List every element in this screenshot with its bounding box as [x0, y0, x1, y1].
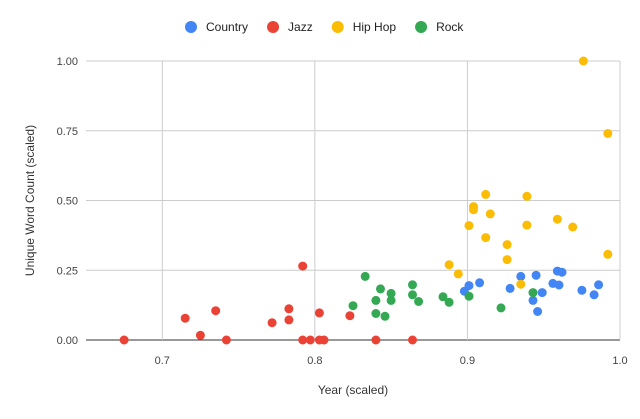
data-point [505, 283, 515, 293]
legend: Country Jazz Hip Hop Rock [185, 20, 464, 34]
x-tick-label: 0.8 [307, 355, 322, 367]
data-point [267, 318, 277, 328]
legend-item-rock[interactable]: Rock [415, 20, 464, 34]
legend-marker [415, 21, 428, 33]
data-points [119, 56, 613, 345]
data-point [578, 56, 588, 66]
y-tick-label: 0.75 [57, 126, 78, 138]
legend-marker [331, 21, 344, 33]
data-point [180, 313, 190, 323]
data-point [528, 288, 538, 298]
data-point [594, 280, 604, 290]
data-point [305, 335, 315, 345]
data-point [568, 222, 578, 232]
data-point [502, 240, 512, 250]
legend-item-jazz[interactable]: Jazz [267, 20, 313, 34]
data-point [414, 297, 424, 306]
data-point [589, 290, 599, 300]
data-point [408, 290, 417, 300]
data-point [298, 335, 308, 345]
x-axis-title: Year (scaled) [318, 383, 388, 397]
data-point [408, 335, 417, 345]
series-country [459, 266, 604, 316]
data-point [284, 315, 294, 325]
data-point [464, 291, 474, 301]
y-tick-label: 0.00 [57, 335, 78, 347]
legend-marker [267, 21, 280, 33]
data-point [464, 281, 474, 291]
data-point [386, 288, 396, 298]
data-point [516, 271, 526, 281]
series-rock [348, 271, 538, 321]
data-point [408, 280, 417, 290]
y-tick-label: 0.50 [57, 196, 78, 208]
legend-label: Jazz [288, 20, 313, 34]
series-hip-hop [444, 56, 613, 289]
data-point [485, 209, 495, 219]
y-tick-label: 1.00 [57, 56, 78, 68]
x-tick-label: 1.0 [612, 355, 627, 367]
data-point [438, 292, 448, 302]
data-point [603, 249, 613, 259]
y-axis-title: Unique Word Count (scaled) [23, 125, 37, 276]
data-point [348, 301, 358, 311]
legend-item-country[interactable]: Country [185, 20, 248, 34]
data-point [469, 205, 478, 215]
data-point [195, 330, 205, 340]
data-point [502, 255, 512, 265]
legend-label: Country [206, 20, 248, 34]
gridlines [86, 60, 621, 341]
data-point [481, 233, 491, 243]
data-point [319, 335, 329, 345]
data-point [531, 270, 541, 280]
x-tick-label: 0.7 [155, 355, 170, 367]
data-point [496, 303, 506, 313]
data-point [522, 220, 532, 230]
data-point [528, 295, 538, 305]
x-tick-label: 0.9 [460, 355, 475, 367]
data-point [516, 279, 526, 289]
data-point [481, 189, 491, 199]
data-point [533, 307, 543, 316]
y-tick-label: 0.25 [57, 265, 78, 277]
data-point [371, 335, 381, 345]
data-point [345, 311, 355, 321]
tick-labels: 0.00 0.25 0.50 0.75 1.00 0.7 0.8 0.9 1.0 [57, 56, 628, 367]
data-point [314, 308, 324, 318]
data-point [444, 297, 454, 307]
data-point [522, 191, 532, 201]
data-point [376, 284, 385, 294]
data-point [552, 214, 562, 224]
data-point [284, 304, 294, 314]
data-point [221, 335, 231, 345]
data-point [119, 335, 129, 345]
data-point [537, 288, 547, 298]
data-point [475, 278, 485, 288]
data-point [464, 221, 474, 231]
data-point [211, 306, 221, 316]
data-point [577, 285, 587, 295]
data-point [371, 309, 381, 318]
data-point [453, 269, 463, 279]
data-point [371, 295, 381, 305]
data-point [603, 129, 613, 138]
legend-label: Rock [436, 20, 464, 34]
series-jazz [119, 261, 417, 345]
data-point [386, 295, 396, 305]
legend-marker [185, 21, 197, 33]
legend-item-hip-hop[interactable]: Hip Hop [331, 20, 397, 34]
data-point [380, 311, 390, 321]
data-point [360, 271, 370, 281]
data-point [554, 280, 564, 290]
data-point [444, 260, 454, 270]
legend-label: Hip Hop [353, 20, 397, 34]
data-point [557, 267, 567, 277]
data-point [298, 261, 308, 271]
